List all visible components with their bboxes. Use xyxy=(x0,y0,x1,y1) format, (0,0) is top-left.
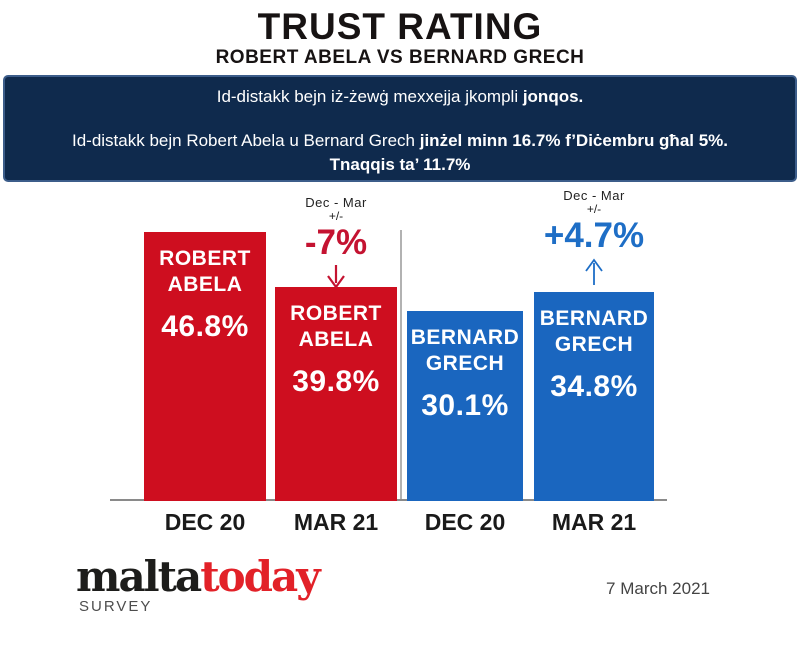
bar-value: 30.1% xyxy=(421,389,509,423)
bar-label-line: BERNARD xyxy=(410,326,520,349)
maltatoday-logo: maltatoday xyxy=(76,552,321,601)
logo-text-malta: malta xyxy=(76,552,202,601)
bar-value: 34.8% xyxy=(550,370,638,404)
annotation-heading: Dec - Mar xyxy=(305,195,367,210)
x-tick-label: DEC 20 xyxy=(164,509,246,535)
banner-line-1-bold: jonqos. xyxy=(522,87,584,106)
bar-bernard-grech-mar21: BERNARD GRECH 34.8% xyxy=(534,292,654,501)
bar-label-line: ROBERT xyxy=(290,302,382,325)
publication-date: 7 March 2021 xyxy=(606,579,710,598)
bar-label-line: ROBERT xyxy=(159,247,251,270)
summary-banner: Id-distakk bejn iż-żewġ mexxejja jkompli… xyxy=(3,75,797,182)
bar-label: BERNARD GRECH xyxy=(411,325,520,376)
bar-label-line: GRECH xyxy=(554,332,634,356)
bar-label-line: ABELA xyxy=(298,327,374,351)
banner-line-3: Tnaqqis ta’ 11.7% xyxy=(329,155,471,174)
banner-line-2-normal: Id-distakk bejn Robert Abela u Bernard G… xyxy=(71,131,420,150)
delta-annotation-grech: Dec - Mar +/- +4.7% xyxy=(519,189,669,286)
annotation-delta-value: +4.7% xyxy=(543,216,645,255)
banner-line-2-bold: jinżel minn 16.7% f’Diċembru għal 5%. xyxy=(419,131,729,150)
banner-line-1-normal: Id-distakk bejn iż-żewġ mexxejja jkompli xyxy=(216,87,523,106)
bar-value: 39.8% xyxy=(292,365,380,399)
bar-label-line: GRECH xyxy=(425,351,505,375)
bar-robert-abela-mar21: ROBERT ABELA 39.8% xyxy=(275,287,397,501)
x-tick-label: MAR 21 xyxy=(293,509,379,535)
annotation-delta-value: -7% xyxy=(304,223,368,262)
bar-label: BERNARD GRECH xyxy=(540,306,649,357)
bar-robert-abela-dec20: ROBERT ABELA 46.8% xyxy=(144,232,266,501)
delta-annotation-abela: Dec - Mar +/- -7% xyxy=(261,196,411,291)
banner-line-1: Id-distakk bejn iż-żewġ mexxejja jkompli… xyxy=(5,86,795,108)
bar-label: ROBERT ABELA xyxy=(290,301,382,352)
bar-label-line: BERNARD xyxy=(539,307,649,330)
bar-label-line: ABELA xyxy=(167,272,243,296)
annotation-sub: +/- xyxy=(328,209,344,223)
logo-survey-label: SURVEY xyxy=(79,598,153,615)
bar-value: 46.8% xyxy=(161,310,249,344)
arrow-up-icon xyxy=(585,258,603,285)
bar-bernard-grech-dec20: BERNARD GRECH 30.1% xyxy=(407,311,523,501)
x-tick-label: MAR 21 xyxy=(551,509,637,535)
logo-text-today: today xyxy=(200,552,320,601)
annotation-sub: +/- xyxy=(586,202,602,216)
bar-label: ROBERT ABELA xyxy=(159,246,251,297)
page-subtitle: ROBERT ABELA VS BERNARD GRECH xyxy=(215,47,585,68)
x-tick-label: DEC 20 xyxy=(424,509,506,535)
group-divider-line xyxy=(400,230,402,500)
arrow-down-icon xyxy=(327,265,345,289)
page-title: TRUST RATING xyxy=(257,6,543,47)
annotation-heading: Dec - Mar xyxy=(563,188,625,203)
banner-line-2: Id-distakk bejn Robert Abela u Bernard G… xyxy=(5,129,795,153)
